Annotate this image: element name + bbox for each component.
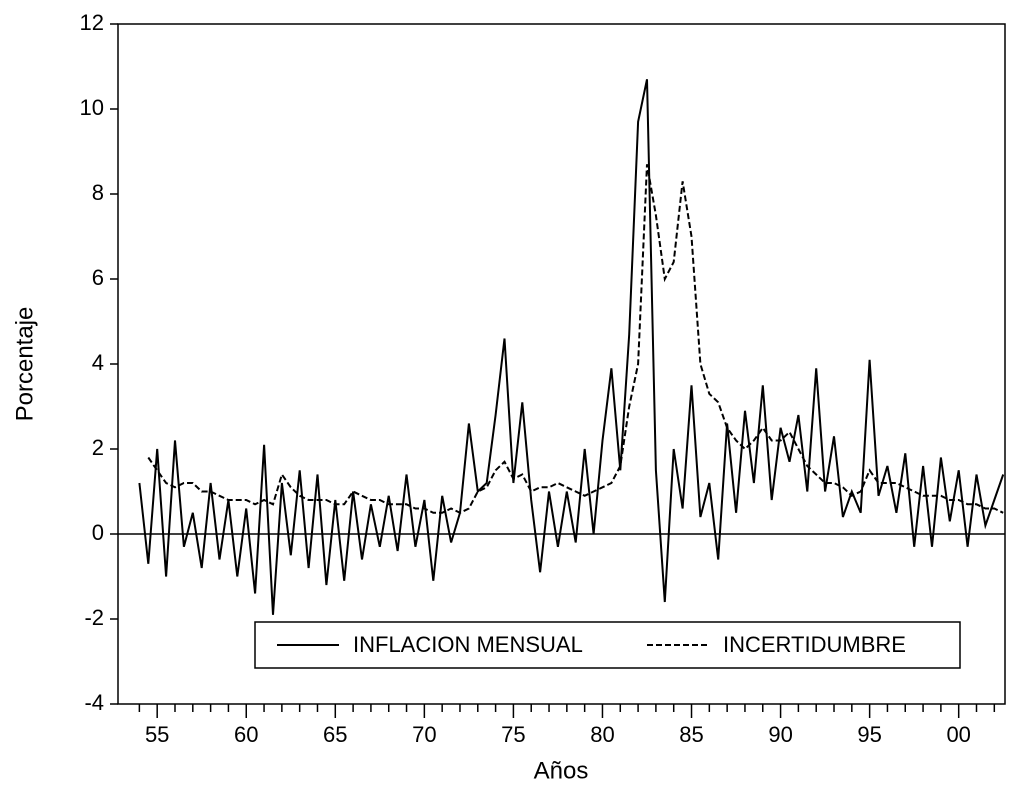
y-tick-label: 8 (92, 180, 104, 205)
x-tick-label: 55 (145, 722, 169, 747)
x-tick-label: 95 (857, 722, 881, 747)
series-line (138, 79, 1005, 615)
y-tick-label: 4 (92, 350, 104, 375)
x-tick-label: 75 (501, 722, 525, 747)
legend: INFLACION MENSUAL INCERTIDUMBRE (254, 621, 961, 669)
y-tick-label: -2 (84, 605, 104, 630)
x-tick-label: 80 (590, 722, 614, 747)
x-tick-label: 90 (768, 722, 792, 747)
x-tick-label: 85 (679, 722, 703, 747)
legend-label: INFLACION MENSUAL (353, 632, 583, 657)
legend-label: INCERTIDUMBRE (723, 632, 906, 657)
legend-box (254, 621, 961, 669)
y-tick-label: 6 (92, 265, 104, 290)
y-tick-label: 2 (92, 435, 104, 460)
y-tick-label: -4 (84, 690, 104, 715)
series-line (147, 164, 1004, 514)
y-tick-label: 12 (80, 10, 104, 35)
x-tick-label: 60 (234, 722, 258, 747)
x-tick-label: 00 (946, 722, 970, 747)
y-tick-label: 0 (92, 520, 104, 545)
x-axis-label: Años (534, 757, 589, 784)
y-axis-label: Porcentaje (11, 307, 38, 422)
x-tick-label: 70 (412, 722, 436, 747)
plot-frame (117, 23, 1006, 705)
x-tick-label: 65 (323, 722, 347, 747)
y-tick-label: 10 (80, 95, 104, 120)
